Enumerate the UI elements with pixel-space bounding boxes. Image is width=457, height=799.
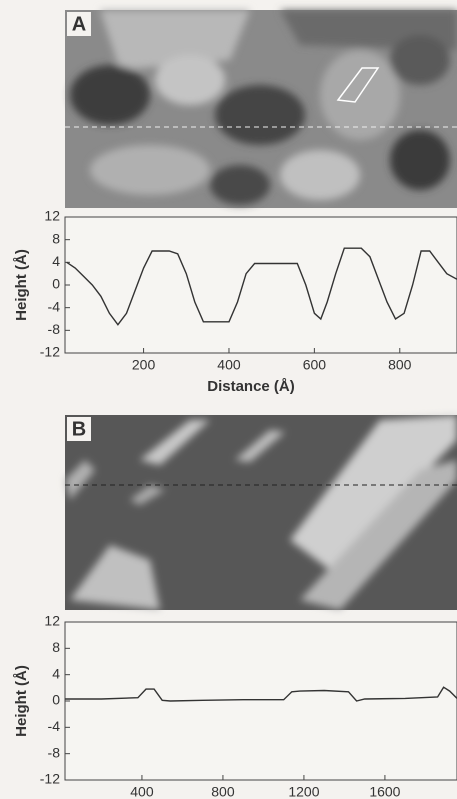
x-tick-label: 800	[388, 357, 412, 373]
y-tick-label: -8	[48, 744, 61, 760]
x-tick-label: 600	[303, 357, 327, 373]
y-tick-label: -12	[40, 771, 60, 787]
panel-label-box	[67, 12, 91, 36]
y-tick-label: 0	[52, 276, 60, 292]
x-tick-label: 1600	[369, 784, 400, 799]
stm-image-a	[65, 10, 457, 208]
profile-line	[66, 247, 457, 326]
x-tick-label: 400	[217, 357, 241, 373]
x-axis-label: Distance (Å)	[207, 378, 295, 395]
y-tick-label: -12	[40, 344, 60, 360]
y-tick-label: 12	[44, 613, 60, 629]
stm-image-b	[65, 415, 457, 610]
panel-label-box	[67, 417, 91, 441]
plot-frame	[64, 216, 457, 354]
profile-line	[65, 686, 457, 702]
y-tick-label: 8	[52, 639, 60, 655]
y-tick-label: 0	[52, 692, 60, 708]
y-axis-label: Height (Å)	[13, 249, 30, 321]
y-tick-label: -8	[48, 321, 61, 337]
y-tick-label: 4	[52, 253, 60, 269]
x-tick-label: 400	[130, 784, 154, 799]
x-tick-label: 1200	[288, 784, 319, 799]
x-tick-label: 200	[132, 357, 156, 373]
x-tick-label: 800	[211, 784, 235, 799]
y-tick-label: -4	[48, 718, 61, 734]
y-tick-label: -4	[48, 298, 61, 314]
panel-label: B	[72, 418, 86, 440]
y-axis-label: Height (Å)	[13, 665, 30, 737]
y-tick-label: 4	[52, 665, 60, 681]
plot-frame	[64, 621, 457, 781]
y-tick-label: 8	[52, 230, 60, 246]
y-tick-label: 12	[44, 208, 60, 224]
panel-label: A	[72, 13, 86, 35]
